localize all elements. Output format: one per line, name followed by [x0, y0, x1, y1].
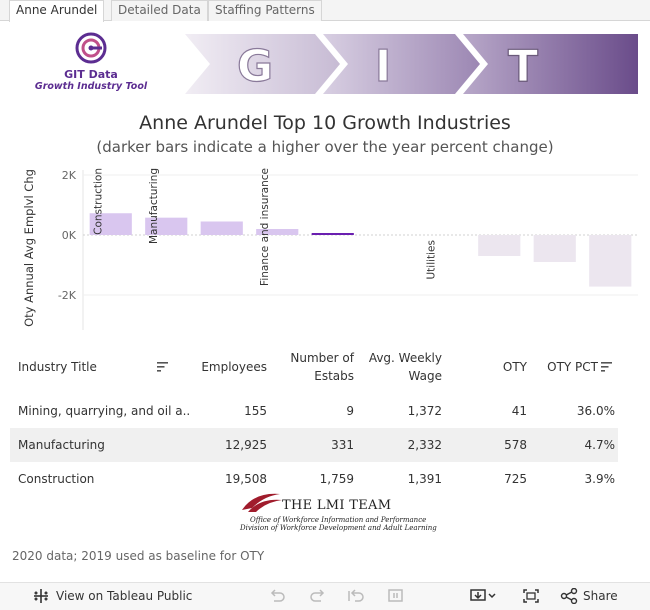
cell-oty: 578 [504, 438, 527, 452]
share-button[interactable]: Share [583, 589, 618, 603]
lmi-team-icon [242, 493, 282, 512]
bar[interactable] [311, 233, 354, 235]
tableau-logo-icon[interactable] [33, 588, 49, 604]
bar[interactable] [256, 229, 299, 235]
banner-chevron-2 [323, 34, 480, 94]
y-axis-label: Oty Annual Avg Emplvl Chg [22, 169, 36, 327]
cell-oty: 41 [511, 404, 527, 418]
bar-labels: Construction Manufacturing Finance and ins… [93, 168, 438, 286]
tableau-toolbar: View on Tableau Public Share [0, 582, 650, 610]
download-icon[interactable] [470, 588, 498, 604]
col-header-oty[interactable]: OTY [502, 360, 527, 374]
col-header-wage-line1[interactable]: Avg. Weekly [368, 351, 442, 365]
lmi-division-line: Division of Workforce Development and Ad… [240, 524, 437, 532]
cell-oty-pct: 3.9% [584, 472, 616, 486]
bar[interactable] [200, 221, 243, 236]
bar[interactable] [533, 235, 576, 262]
bar-category-label: Manufacturing [148, 168, 160, 244]
y-ticks: 2K 0K -2K [58, 169, 77, 302]
cell-oty: 725 [504, 472, 527, 486]
cell-industry: Construction [18, 472, 95, 486]
data-footnote: 2020 data; 2019 used as baseline for OTY [12, 549, 265, 563]
cell-estabs: 1,759 [319, 472, 354, 486]
cell-oty-pct: 36.0% [576, 404, 615, 418]
revert-icon[interactable] [347, 588, 365, 604]
lmi-office-line: Office of Workforce Information and Perf… [250, 516, 427, 524]
undo-icon[interactable] [268, 588, 286, 604]
y-tick-label: 0K [62, 229, 77, 242]
cell-wage: 1,372 [407, 404, 442, 418]
chart-title: Anne Arundel Top 10 Growth Industries [139, 112, 511, 134]
col-header-oty-pct[interactable]: OTY PCT [547, 360, 598, 374]
col-header-estabs-line1[interactable]: Number of [290, 351, 354, 365]
table-row[interactable]: Manufacturing 12,925 331 2,332 578 4.7% [10, 428, 618, 462]
bar[interactable] [89, 213, 132, 235]
cell-employees: 19,508 [225, 472, 267, 486]
git-banner: G I T [185, 34, 638, 94]
banner-chevron-3 [463, 34, 638, 94]
tab-staffing-patterns[interactable]: Staffing Patterns [208, 0, 322, 21]
chart-subtitle: (darker bars indicate a higher over the … [96, 138, 554, 156]
cell-industry: Manufacturing [18, 438, 105, 452]
tab-detailed-data[interactable]: Detailed Data [111, 0, 208, 21]
cell-employees: 12,925 [225, 438, 267, 452]
banner-letter-g: G [237, 41, 273, 92]
tab-strip: Anne Arundel Detailed Data Staffing Patt… [0, 0, 650, 22]
banner-chevron-1 [185, 34, 340, 94]
pause-updates-icon[interactable] [387, 588, 405, 604]
cell-estabs: 9 [346, 404, 354, 418]
col-header-estabs-line2[interactable]: Estabs [314, 369, 354, 383]
col-header-wage-line2[interactable]: Wage [408, 369, 442, 383]
bar-category-label: Construction [93, 168, 105, 235]
cell-wage: 2,332 [407, 438, 442, 452]
view-on-tableau-public-link[interactable]: View on Tableau Public [56, 589, 193, 603]
fullscreen-icon[interactable] [522, 588, 540, 604]
col-header-employees[interactable]: Employees [201, 360, 267, 374]
cell-oty-pct: 4.7% [584, 438, 616, 452]
bar[interactable] [478, 235, 521, 256]
logo-subtitle: Growth Industry Tool [34, 81, 148, 92]
cell-wage: 1,391 [407, 472, 442, 486]
cell-industry: Mining, quarrying, and oil a.. [18, 404, 191, 418]
lmi-team-name: THE LMI TEAM [282, 498, 392, 513]
redo-icon[interactable] [309, 588, 327, 604]
bar-category-label: Finance and insurance [259, 168, 271, 286]
banner-letter-t: T [508, 41, 538, 92]
tab-anne-arundel[interactable]: Anne Arundel [9, 0, 105, 22]
growth-bar-chart: Oty Annual Avg Emplvl Chg 2K 0K -2K Constr… [22, 168, 638, 330]
git-data-logo: GIT Data Growth Industry Tool [32, 32, 150, 94]
cell-employees: 155 [244, 404, 267, 418]
cell-estabs: 331 [331, 438, 354, 452]
banner-letter-i: I [375, 41, 391, 92]
bar[interactable] [145, 217, 188, 235]
table-row[interactable]: Construction 19,508 1,759 1,391 725 3.9% [10, 462, 618, 496]
y-tick-label: -2K [58, 289, 77, 302]
bar[interactable] [589, 235, 632, 287]
bar-category-label: Utilities [426, 240, 438, 280]
sort-desc-icon[interactable] [601, 362, 613, 372]
col-header-industry[interactable]: Industry Title [18, 360, 97, 374]
share-icon[interactable] [560, 588, 578, 604]
y-tick-label: 2K [62, 169, 77, 182]
bars [89, 213, 632, 287]
table-row[interactable]: Mining, quarrying, and oil a.. 155 9 1,3… [10, 394, 618, 428]
logo-title: GIT Data [64, 68, 118, 81]
git-logo-icon [75, 32, 107, 64]
sort-icon[interactable] [157, 362, 169, 372]
